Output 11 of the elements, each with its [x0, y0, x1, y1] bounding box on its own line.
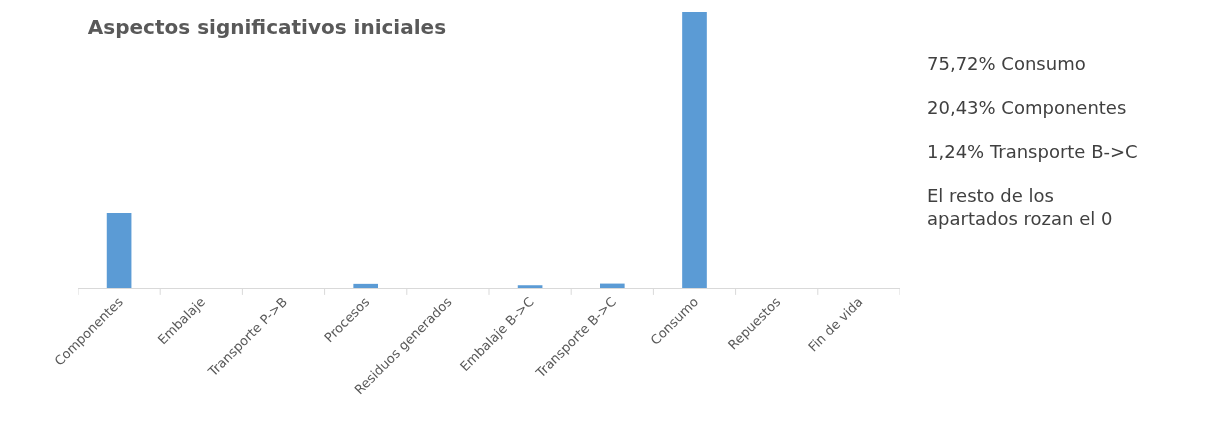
text: 20,43% Componentes	[927, 97, 1127, 118]
text: 1,24% Transporte B->C	[927, 141, 1138, 162]
chart-title: Aspectos significativos iniciales	[87, 14, 447, 39]
bar	[106, 212, 132, 288]
bar	[353, 283, 379, 288]
bar	[517, 285, 543, 288]
text: El resto de los apartados rozan el 0	[927, 185, 1113, 230]
text: 75,72% Consumo	[927, 53, 1086, 74]
bar	[682, 12, 707, 288]
bar	[599, 283, 625, 288]
x-tick-label: Fin de vida	[805, 294, 866, 355]
